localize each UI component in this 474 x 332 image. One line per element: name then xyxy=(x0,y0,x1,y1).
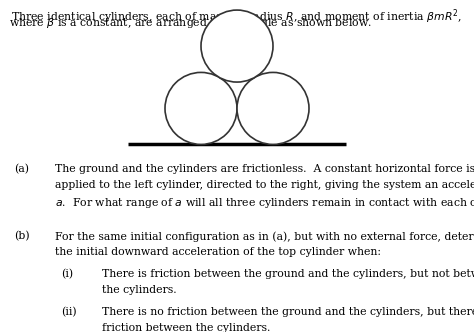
Text: the cylinders.: the cylinders. xyxy=(102,285,176,295)
Text: Three identical cylinders, each of mass $m$, radius $R$, and moment of inertia $: Three identical cylinders, each of mass … xyxy=(11,7,463,26)
Text: (a): (a) xyxy=(14,164,29,175)
Ellipse shape xyxy=(237,72,309,144)
Text: (i): (i) xyxy=(62,269,74,280)
Text: There is no friction between the ground and the cylinders, but there is: There is no friction between the ground … xyxy=(102,307,474,317)
Ellipse shape xyxy=(201,10,273,82)
Ellipse shape xyxy=(165,72,237,144)
Text: The ground and the cylinders are frictionless.  A constant horizontal force is: The ground and the cylinders are frictio… xyxy=(55,164,474,174)
Text: friction between the cylinders.: friction between the cylinders. xyxy=(102,323,270,332)
Text: For the same initial configuration as in (a), but with no external force, determ: For the same initial configuration as in… xyxy=(55,231,474,242)
Text: the initial downward acceleration of the top cylinder when:: the initial downward acceleration of the… xyxy=(55,247,381,257)
Text: $a$.  For what range of $a$ will all three cylinders remain in contact with each: $a$. For what range of $a$ will all thre… xyxy=(55,196,474,210)
Text: where $\beta$ is a constant, are arranged in a triangle as shown below.: where $\beta$ is a constant, are arrange… xyxy=(9,16,373,30)
Text: There is friction between the ground and the cylinders, but not between: There is friction between the ground and… xyxy=(102,269,474,279)
Text: applied to the left cylinder, directed to the right, giving the system an accele: applied to the left cylinder, directed t… xyxy=(55,180,474,190)
Text: (b): (b) xyxy=(14,231,30,242)
Text: (ii): (ii) xyxy=(62,307,77,317)
